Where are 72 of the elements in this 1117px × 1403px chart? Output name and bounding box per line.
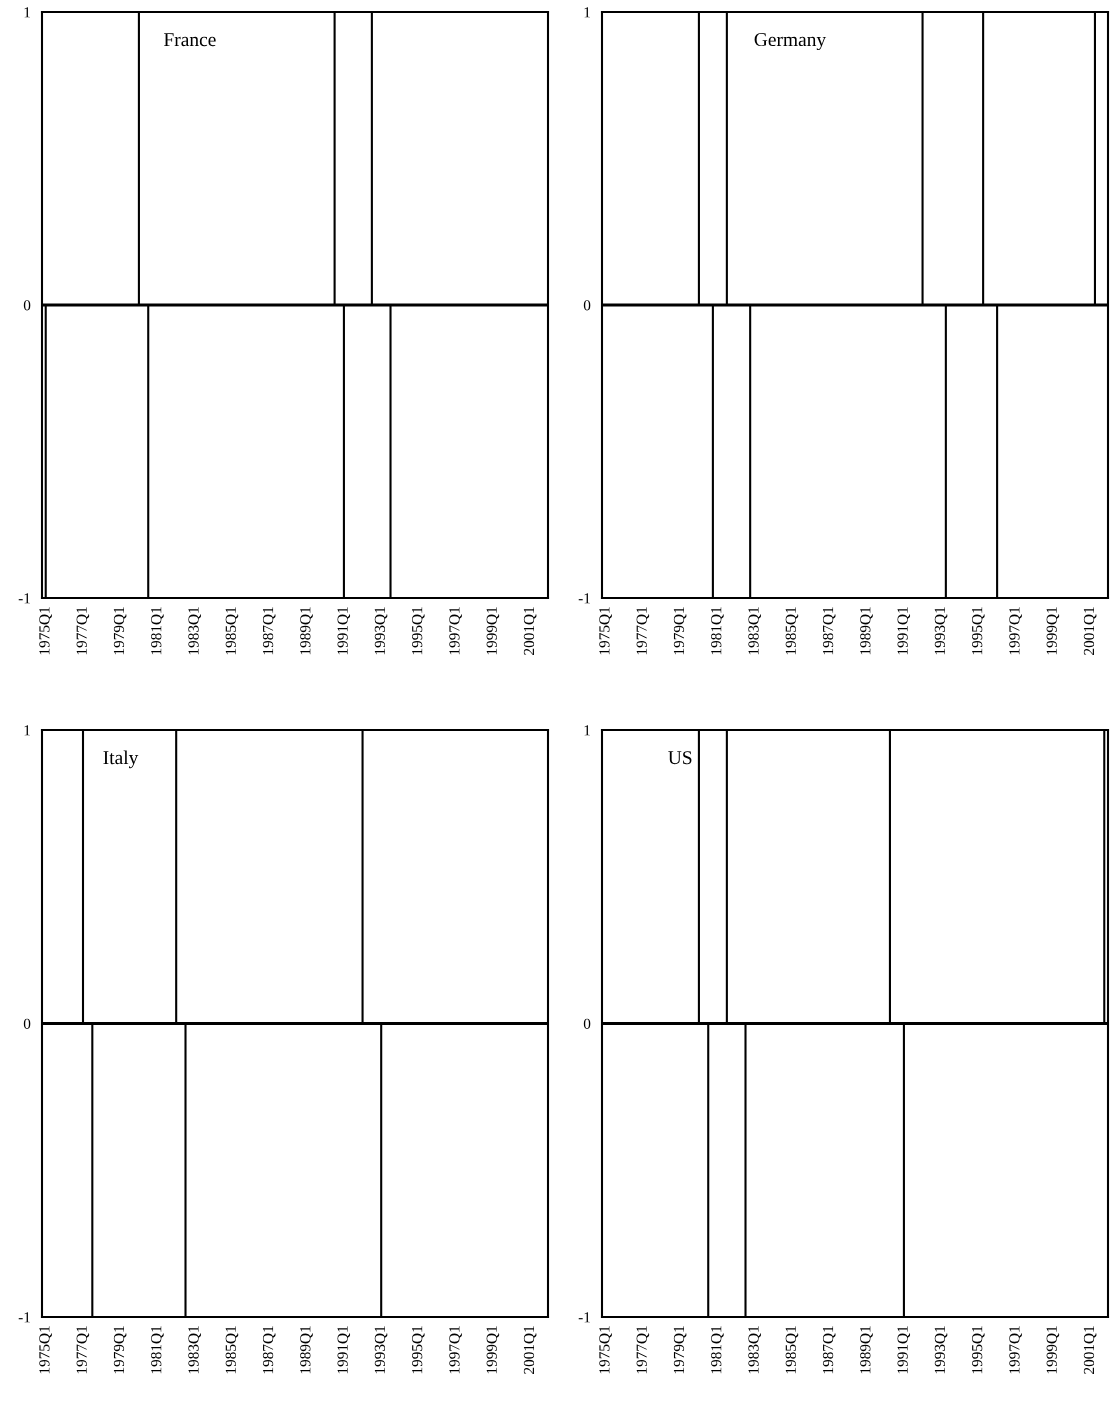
x-tick-label: 1983Q1 xyxy=(188,607,201,655)
x-tick-label: 1979Q1 xyxy=(673,607,687,655)
x-tick-label: 1985Q1 xyxy=(225,607,239,655)
x-tick-label: 1993Q1 xyxy=(374,607,388,655)
y-tick-label: 0 xyxy=(583,300,591,311)
x-tick-label: 1989Q1 xyxy=(860,607,873,655)
x-tick-label: 1977Q1 xyxy=(76,1326,90,1374)
x-tick-label: 1977Q1 xyxy=(636,1326,650,1374)
x-tick-label: 1997Q1 xyxy=(449,1326,462,1374)
y-tick-label: -1 xyxy=(578,1312,590,1323)
x-tick-label: 1993Q1 xyxy=(934,1326,948,1374)
x-tick-label: 1977Q1 xyxy=(636,607,650,655)
y-tick-label: 0 xyxy=(583,1018,591,1029)
x-tick-label: 1991Q1 xyxy=(337,1326,351,1374)
x-tick-label: 1997Q1 xyxy=(1009,607,1022,655)
x-tick-label: 1991Q1 xyxy=(897,607,911,655)
x-tick-label: 1999Q1 xyxy=(486,1326,500,1374)
x-tick-label: 1987Q1 xyxy=(822,1326,836,1374)
x-tick-label: 1979Q1 xyxy=(113,607,127,655)
y-tick-label: 0 xyxy=(23,1018,31,1029)
x-tick-label: 1991Q1 xyxy=(337,607,351,655)
x-tick-label: 1975Q1 xyxy=(39,1326,52,1374)
x-tick-label: 1987Q1 xyxy=(262,1326,276,1374)
x-tick-label: 1975Q1 xyxy=(599,1326,612,1374)
x-tick-label: 2001Q1 xyxy=(1083,607,1097,655)
x-tick-label: 1995Q1 xyxy=(412,1326,425,1374)
y-tick-label: 1 xyxy=(584,7,590,18)
x-tick-label: 1985Q1 xyxy=(225,1326,239,1374)
x-tick-label: 1997Q1 xyxy=(449,607,462,655)
x-tick-label: 1991Q1 xyxy=(897,1326,911,1374)
x-tick-label: 2001Q1 xyxy=(1083,1326,1097,1374)
x-tick-label: 1977Q1 xyxy=(76,607,90,655)
y-tick-label: 1 xyxy=(584,725,590,736)
x-tick-label: 1985Q1 xyxy=(785,607,799,655)
x-tick-label: 1999Q1 xyxy=(486,607,500,655)
y-tick-label: -1 xyxy=(18,1312,30,1323)
x-tick-label: 1981Q1 xyxy=(711,1326,724,1374)
x-tick-label: 1995Q1 xyxy=(972,607,985,655)
x-tick-label: 1979Q1 xyxy=(113,1326,127,1374)
x-tick-label: 1989Q1 xyxy=(300,607,313,655)
x-tick-label: 1995Q1 xyxy=(972,1326,985,1374)
y-tick-label: 1 xyxy=(24,725,30,736)
x-tick-label: 1993Q1 xyxy=(374,1326,388,1374)
text: US xyxy=(668,751,692,765)
x-tick-label: 1981Q1 xyxy=(151,607,164,655)
x-tick-label: 1993Q1 xyxy=(934,607,948,655)
x-tick-label: 1975Q1 xyxy=(599,607,612,655)
x-tick-label: 1995Q1 xyxy=(412,607,425,655)
x-tick-label: 1981Q1 xyxy=(711,607,724,655)
x-tick-label: 1983Q1 xyxy=(748,607,761,655)
x-tick-label: 1981Q1 xyxy=(151,1326,164,1374)
x-tick-label: 1983Q1 xyxy=(748,1326,761,1374)
y-tick-label: -1 xyxy=(578,593,590,604)
x-tick-label: 1989Q1 xyxy=(860,1326,873,1374)
x-tick-label: 2001Q1 xyxy=(523,1326,537,1374)
x-tick-label: 1987Q1 xyxy=(262,607,276,655)
text: Germany xyxy=(754,33,827,51)
x-tick-label: 1997Q1 xyxy=(1009,1326,1022,1374)
text: Italy xyxy=(103,750,139,769)
y-tick-label: 1 xyxy=(24,7,30,18)
x-tick-label: 1987Q1 xyxy=(822,607,836,655)
x-tick-label: 2001Q1 xyxy=(523,607,537,655)
text: France xyxy=(164,33,216,47)
x-tick-label: 1989Q1 xyxy=(300,1326,313,1374)
x-tick-label: 1999Q1 xyxy=(1046,1326,1060,1374)
x-tick-label: 1979Q1 xyxy=(673,1326,687,1374)
x-tick-label: 1999Q1 xyxy=(1046,607,1060,655)
y-tick-label: -1 xyxy=(18,593,30,604)
x-tick-label: 1983Q1 xyxy=(188,1326,201,1374)
x-tick-label: 1975Q1 xyxy=(39,607,52,655)
y-tick-label: 0 xyxy=(23,300,31,311)
x-tick-label: 1985Q1 xyxy=(785,1326,799,1374)
